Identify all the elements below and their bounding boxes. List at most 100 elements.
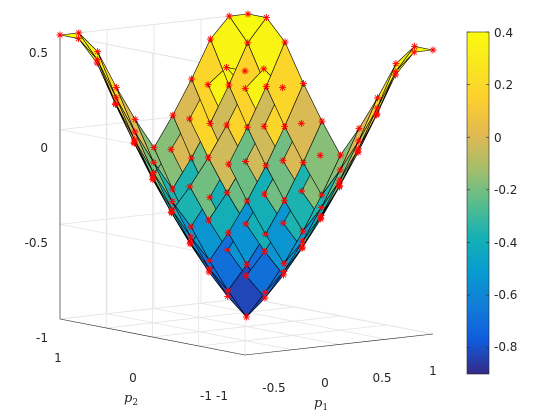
data-point-marker <box>224 229 232 237</box>
data-point-marker <box>261 288 269 296</box>
data-point-marker <box>188 75 196 83</box>
surface-patch <box>97 51 136 133</box>
data-point-marker <box>298 187 306 195</box>
y-tick-label: 0 <box>129 371 137 385</box>
colorbar-fill <box>466 31 490 375</box>
x-tick-label: -1 <box>216 389 228 403</box>
data-point-marker <box>260 190 268 198</box>
x-tick-label: -0.5 <box>262 381 285 395</box>
data-point-marker <box>169 111 177 119</box>
data-markers <box>56 10 437 321</box>
data-point-marker <box>186 183 194 191</box>
surface-patch <box>339 97 378 171</box>
data-point-marker <box>316 151 324 159</box>
data-point-marker <box>150 158 158 166</box>
data-point-marker <box>261 294 269 302</box>
data-point-marker <box>168 206 176 214</box>
z-tick-label: -1 <box>36 331 48 345</box>
data-point-marker <box>354 145 362 153</box>
data-point-marker <box>112 94 120 102</box>
data-point-marker <box>297 119 305 127</box>
data-point-marker <box>280 196 288 204</box>
surface-patch <box>358 63 397 142</box>
data-point-marker <box>299 237 307 245</box>
data-point-marker <box>260 122 268 130</box>
colorbar-tick-label: 0.2 <box>494 78 513 92</box>
data-point-marker <box>392 60 400 68</box>
data-point-marker <box>243 197 251 205</box>
data-point-marker <box>187 154 195 162</box>
data-point-marker <box>243 260 251 268</box>
x-tick-label: 1 <box>429 364 437 378</box>
data-point-marker <box>429 46 437 54</box>
data-point-marker <box>204 81 212 89</box>
data-point-marker <box>262 230 270 238</box>
data-point-marker <box>299 159 307 167</box>
data-point-marker <box>299 227 307 235</box>
data-point-marker <box>318 191 326 199</box>
data-point-marker <box>206 193 214 201</box>
data-point-marker <box>260 65 268 73</box>
data-point-marker <box>225 12 233 20</box>
data-point-marker <box>241 67 249 75</box>
x-tick-label: 0.5 <box>372 371 391 385</box>
data-point-marker <box>242 272 250 280</box>
colorbar-tick-label: -0.4 <box>494 236 517 250</box>
data-point-marker <box>94 48 102 56</box>
data-point-marker <box>281 38 289 46</box>
data-point-marker <box>261 247 269 255</box>
data-point-marker <box>336 166 344 174</box>
surface-patch <box>116 87 154 163</box>
data-point-marker <box>280 268 288 276</box>
y-tick-label: 1 <box>54 351 62 365</box>
data-point-marker <box>75 29 83 37</box>
data-point-marker <box>373 104 381 112</box>
data-point-marker <box>374 94 381 102</box>
data-point-marker <box>204 154 212 162</box>
data-point-marker <box>187 233 195 241</box>
data-point-marker <box>279 157 287 165</box>
data-point-marker <box>243 123 251 131</box>
data-point-marker <box>56 31 64 39</box>
data-point-marker <box>243 313 250 321</box>
data-point-marker <box>186 239 194 247</box>
data-point-marker <box>131 115 139 123</box>
data-point-marker <box>355 124 363 132</box>
x-tick-label: 0 <box>321 376 329 390</box>
y-tick-label: -1 <box>200 389 212 403</box>
data-point-marker <box>279 84 287 92</box>
data-point-marker <box>150 144 158 152</box>
data-point-marker <box>93 56 101 64</box>
data-point-marker <box>206 257 213 265</box>
x-axis: -1 -0.5 0 0.5 1 p1 <box>216 364 437 413</box>
data-point-marker <box>205 216 213 224</box>
data-point-marker <box>167 145 175 153</box>
data-point-marker <box>242 157 250 165</box>
surface-plot <box>59 13 434 318</box>
data-point-marker <box>244 10 252 18</box>
data-point-marker <box>187 223 195 231</box>
data-point-marker <box>168 198 176 206</box>
y-axis: 1 0 -1 p2 <box>54 351 212 408</box>
z-tick-label: 0.5 <box>29 46 48 60</box>
data-point-marker <box>411 42 418 50</box>
data-point-marker <box>225 81 233 89</box>
data-point-marker <box>149 169 157 177</box>
data-point-marker <box>300 79 307 87</box>
colorbar: 0.4 0.2 0 -0.2 -0.4 -0.6 -0.8 <box>466 26 517 375</box>
data-point-marker <box>223 246 231 254</box>
data-point-marker <box>280 260 288 268</box>
data-point-marker <box>336 176 344 184</box>
z-tick-label: 0 <box>40 141 48 155</box>
data-point-marker <box>262 83 270 91</box>
colorbar-tick-label: -0.6 <box>494 288 517 302</box>
data-point-marker <box>241 84 249 92</box>
data-point-marker <box>131 128 139 136</box>
data-point-marker <box>318 117 326 125</box>
data-point-marker <box>205 265 213 273</box>
z-tick-label: -0.5 <box>25 236 48 250</box>
data-point-marker <box>263 14 270 22</box>
data-point-marker <box>242 220 250 228</box>
data-point-marker <box>224 287 232 295</box>
